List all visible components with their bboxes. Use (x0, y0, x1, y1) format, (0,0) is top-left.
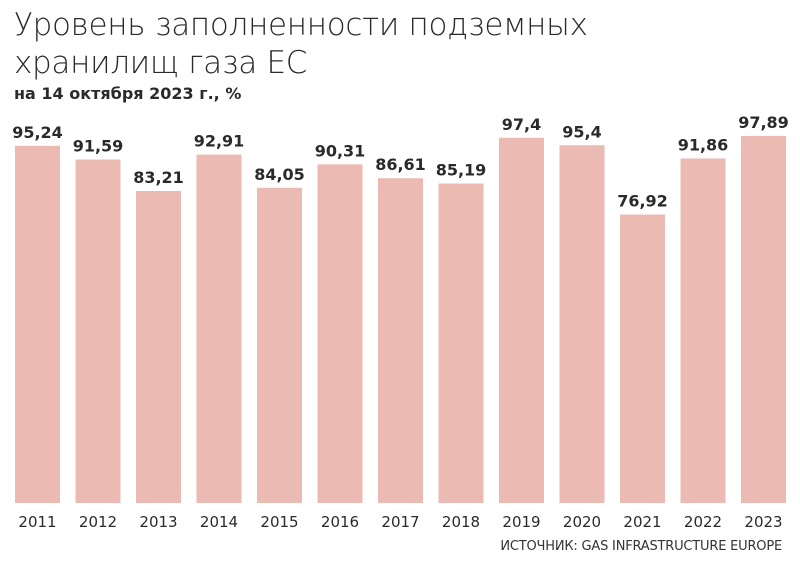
bar-2017 (378, 178, 423, 503)
source-note: ИСТОЧНИК: GAS INFRASTRUCTURE EUROPE (500, 539, 782, 554)
chart-title: Уровень заполненности подземных хранилищ… (14, 7, 588, 81)
x-tick-label-2023: 2023 (744, 513, 782, 531)
value-label-2012: 91,59 (73, 137, 124, 156)
value-label-2020: 95,4 (562, 122, 601, 141)
value-label-2013: 83,21 (133, 168, 184, 187)
bar-2018 (438, 183, 484, 503)
bar-2020 (559, 145, 605, 503)
bar-2022 (680, 158, 726, 503)
x-tick-label-2013: 2013 (139, 513, 177, 531)
value-label-2019: 97,4 (502, 115, 541, 134)
value-label-2023: 97,89 (738, 113, 789, 132)
x-tick-label-2011: 2011 (18, 513, 56, 531)
x-tick-labels-group: 2011 2012 2013 2014 2015 2016 2017 2018 2019 2020… (18, 513, 782, 531)
x-tick-label-2012: 2012 (79, 513, 117, 531)
x-tick-label-2019: 2019 (502, 513, 540, 531)
bar-2023 (741, 135, 786, 503)
bar-2016 (317, 164, 363, 503)
value-label-2014: 92,91 (194, 132, 245, 151)
value-label-2011: 95,24 (12, 123, 63, 142)
bars-group (15, 135, 786, 504)
x-tick-label-2020: 2020 (563, 513, 601, 531)
value-label-2016: 90,31 (315, 141, 366, 160)
chart-subtitle: на 14 октября 2023 г., % (14, 84, 242, 103)
bar-2013 (136, 190, 181, 503)
bar-2019 (499, 137, 544, 503)
bar-2014 (196, 154, 242, 503)
x-tick-label-2018: 2018 (442, 513, 480, 531)
value-label-2018: 85,19 (436, 161, 487, 180)
x-tick-label-2014: 2014 (200, 513, 238, 531)
bar-2015 (257, 187, 302, 503)
x-tick-label-2016: 2016 (321, 513, 359, 531)
value-label-2015: 84,05 (254, 165, 305, 184)
value-label-2017: 86,61 (375, 155, 426, 174)
value-labels-group: 95,24 91,59 83,21 92,91 84,05 90,31 86,61 85,19… (12, 113, 789, 211)
bar-2012 (75, 159, 121, 503)
x-tick-label-2015: 2015 (260, 513, 298, 531)
x-tick-label-2022: 2022 (684, 513, 722, 531)
value-label-2021: 76,92 (617, 192, 668, 211)
x-tick-label-2017: 2017 (381, 513, 419, 531)
value-label-2022: 91,86 (678, 136, 729, 155)
bar-2011 (15, 145, 60, 503)
x-tick-label-2021: 2021 (623, 513, 661, 531)
bar-2021 (620, 214, 665, 504)
